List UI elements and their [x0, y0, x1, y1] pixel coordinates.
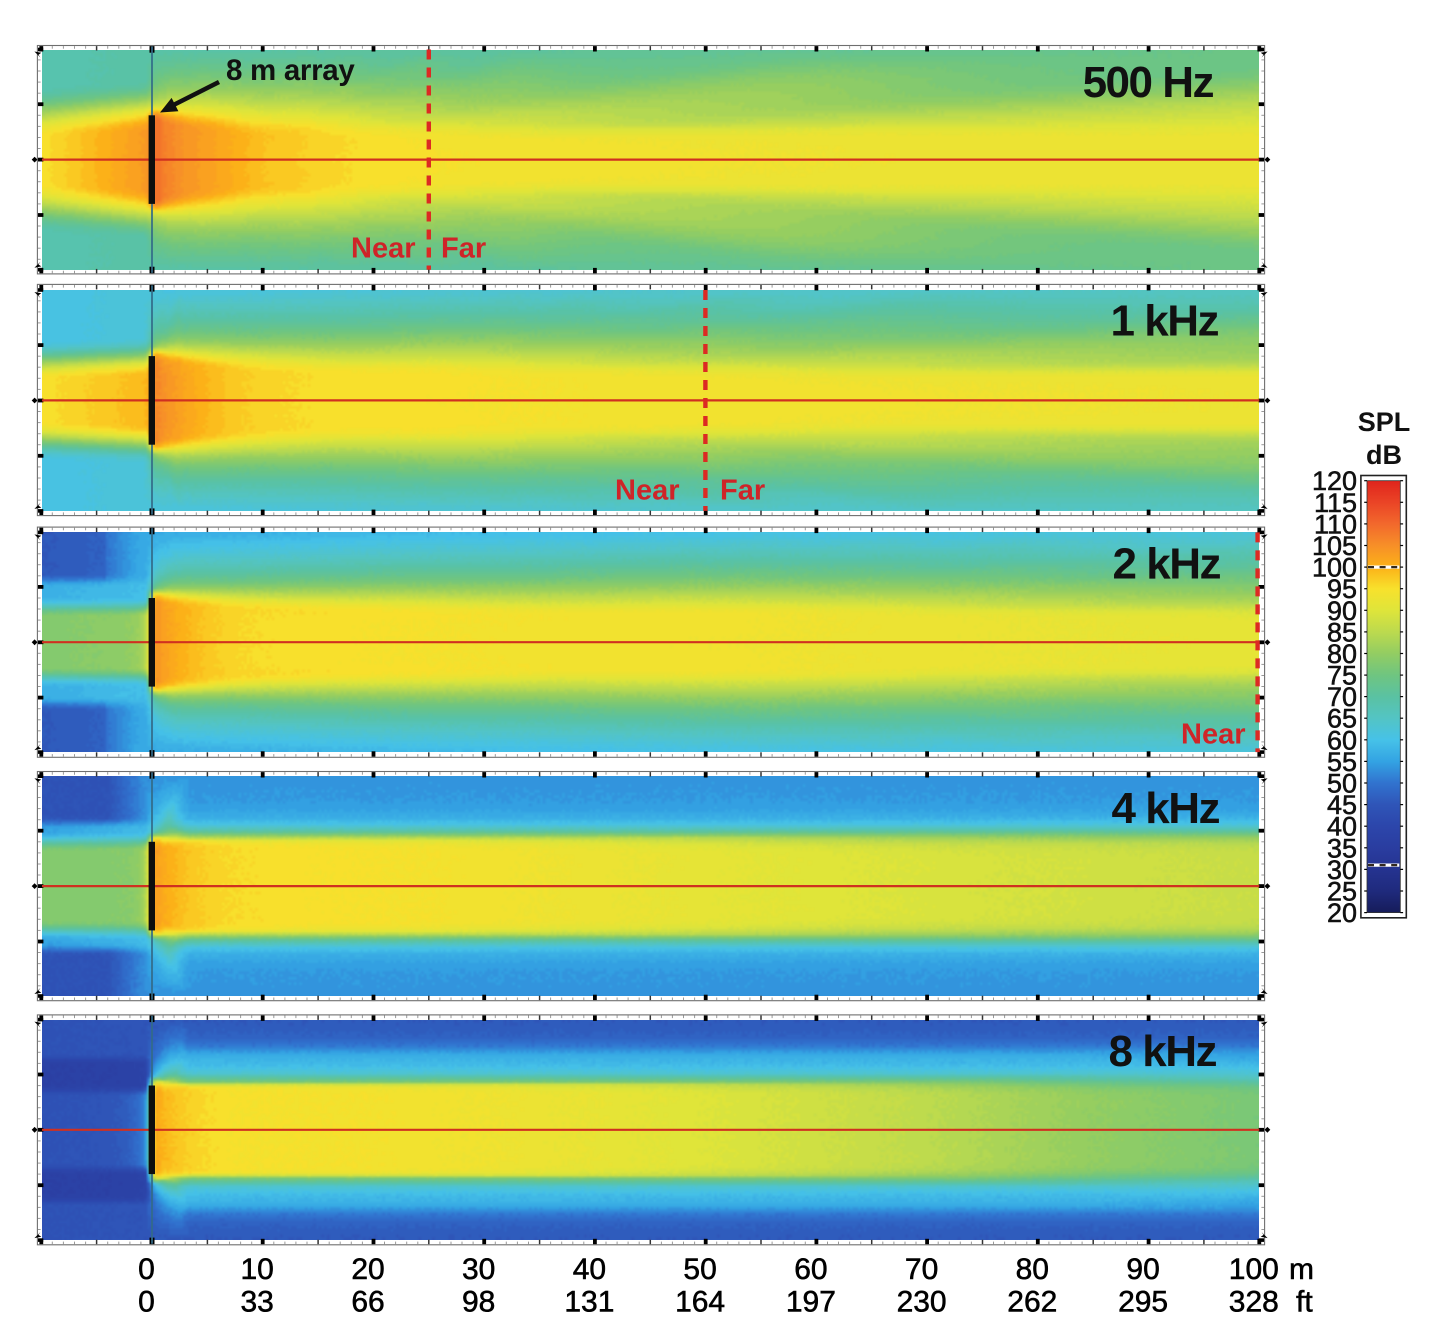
- svg-text:90: 90: [1126, 1253, 1159, 1286]
- svg-text:33: 33: [241, 1286, 274, 1319]
- svg-text:100: 100: [1312, 553, 1357, 583]
- svg-text:30: 30: [1327, 855, 1357, 885]
- svg-text:75: 75: [1327, 661, 1357, 691]
- svg-text:m: m: [1289, 1253, 1314, 1286]
- svg-text:SPL: SPL: [1358, 407, 1411, 437]
- svg-text:40: 40: [1327, 812, 1357, 842]
- svg-text:20: 20: [1327, 898, 1357, 928]
- svg-text:66: 66: [351, 1286, 384, 1319]
- svg-text:50: 50: [1327, 769, 1357, 799]
- svg-text:2 kHz: 2 kHz: [1113, 539, 1221, 588]
- svg-text:65: 65: [1327, 704, 1357, 734]
- svg-text:110: 110: [1314, 509, 1357, 539]
- svg-text:95: 95: [1327, 574, 1357, 604]
- svg-text:164: 164: [675, 1286, 725, 1319]
- svg-text:0: 0: [138, 1286, 155, 1319]
- svg-text:85: 85: [1327, 617, 1357, 647]
- svg-text:50: 50: [683, 1253, 716, 1286]
- svg-text:80: 80: [1016, 1253, 1049, 1286]
- svg-text:295: 295: [1118, 1286, 1168, 1319]
- svg-text:40: 40: [573, 1253, 606, 1286]
- svg-text:70: 70: [905, 1253, 938, 1286]
- svg-text:Far: Far: [720, 475, 765, 507]
- svg-text:25: 25: [1327, 877, 1357, 907]
- svg-text:1 kHz: 1 kHz: [1111, 297, 1219, 346]
- svg-text:30: 30: [462, 1253, 495, 1286]
- svg-text:0: 0: [138, 1253, 155, 1286]
- svg-text:500 Hz: 500 Hz: [1083, 58, 1214, 107]
- svg-text:8 kHz: 8 kHz: [1109, 1027, 1217, 1076]
- svg-text:8 m array: 8 m array: [226, 54, 355, 87]
- svg-text:60: 60: [794, 1253, 827, 1286]
- svg-text:Near: Near: [351, 233, 416, 265]
- svg-text:10: 10: [241, 1253, 274, 1286]
- svg-text:262: 262: [1007, 1286, 1057, 1319]
- svg-text:230: 230: [897, 1286, 947, 1319]
- svg-text:98: 98: [462, 1286, 495, 1319]
- svg-text:20: 20: [351, 1253, 384, 1286]
- svg-text:197: 197: [786, 1286, 836, 1319]
- svg-text:60: 60: [1327, 725, 1357, 755]
- svg-text:120: 120: [1312, 466, 1357, 496]
- svg-text:Near: Near: [1181, 719, 1246, 751]
- svg-text:Near: Near: [615, 475, 680, 507]
- svg-text:ft: ft: [1296, 1286, 1313, 1319]
- svg-text:35: 35: [1327, 833, 1357, 863]
- svg-text:90: 90: [1327, 596, 1357, 626]
- svg-text:131: 131: [564, 1286, 614, 1319]
- svg-text:Far: Far: [441, 233, 486, 265]
- svg-text:105: 105: [1312, 531, 1357, 561]
- svg-text:55: 55: [1327, 747, 1357, 777]
- svg-text:328: 328: [1229, 1286, 1279, 1319]
- svg-text:80: 80: [1327, 639, 1357, 669]
- svg-text:70: 70: [1327, 682, 1357, 712]
- svg-text:4 kHz: 4 kHz: [1112, 784, 1220, 833]
- svg-text:45: 45: [1327, 790, 1357, 820]
- svg-text:115: 115: [1314, 488, 1357, 518]
- svg-text:dB: dB: [1366, 440, 1402, 470]
- svg-text:100: 100: [1229, 1253, 1279, 1286]
